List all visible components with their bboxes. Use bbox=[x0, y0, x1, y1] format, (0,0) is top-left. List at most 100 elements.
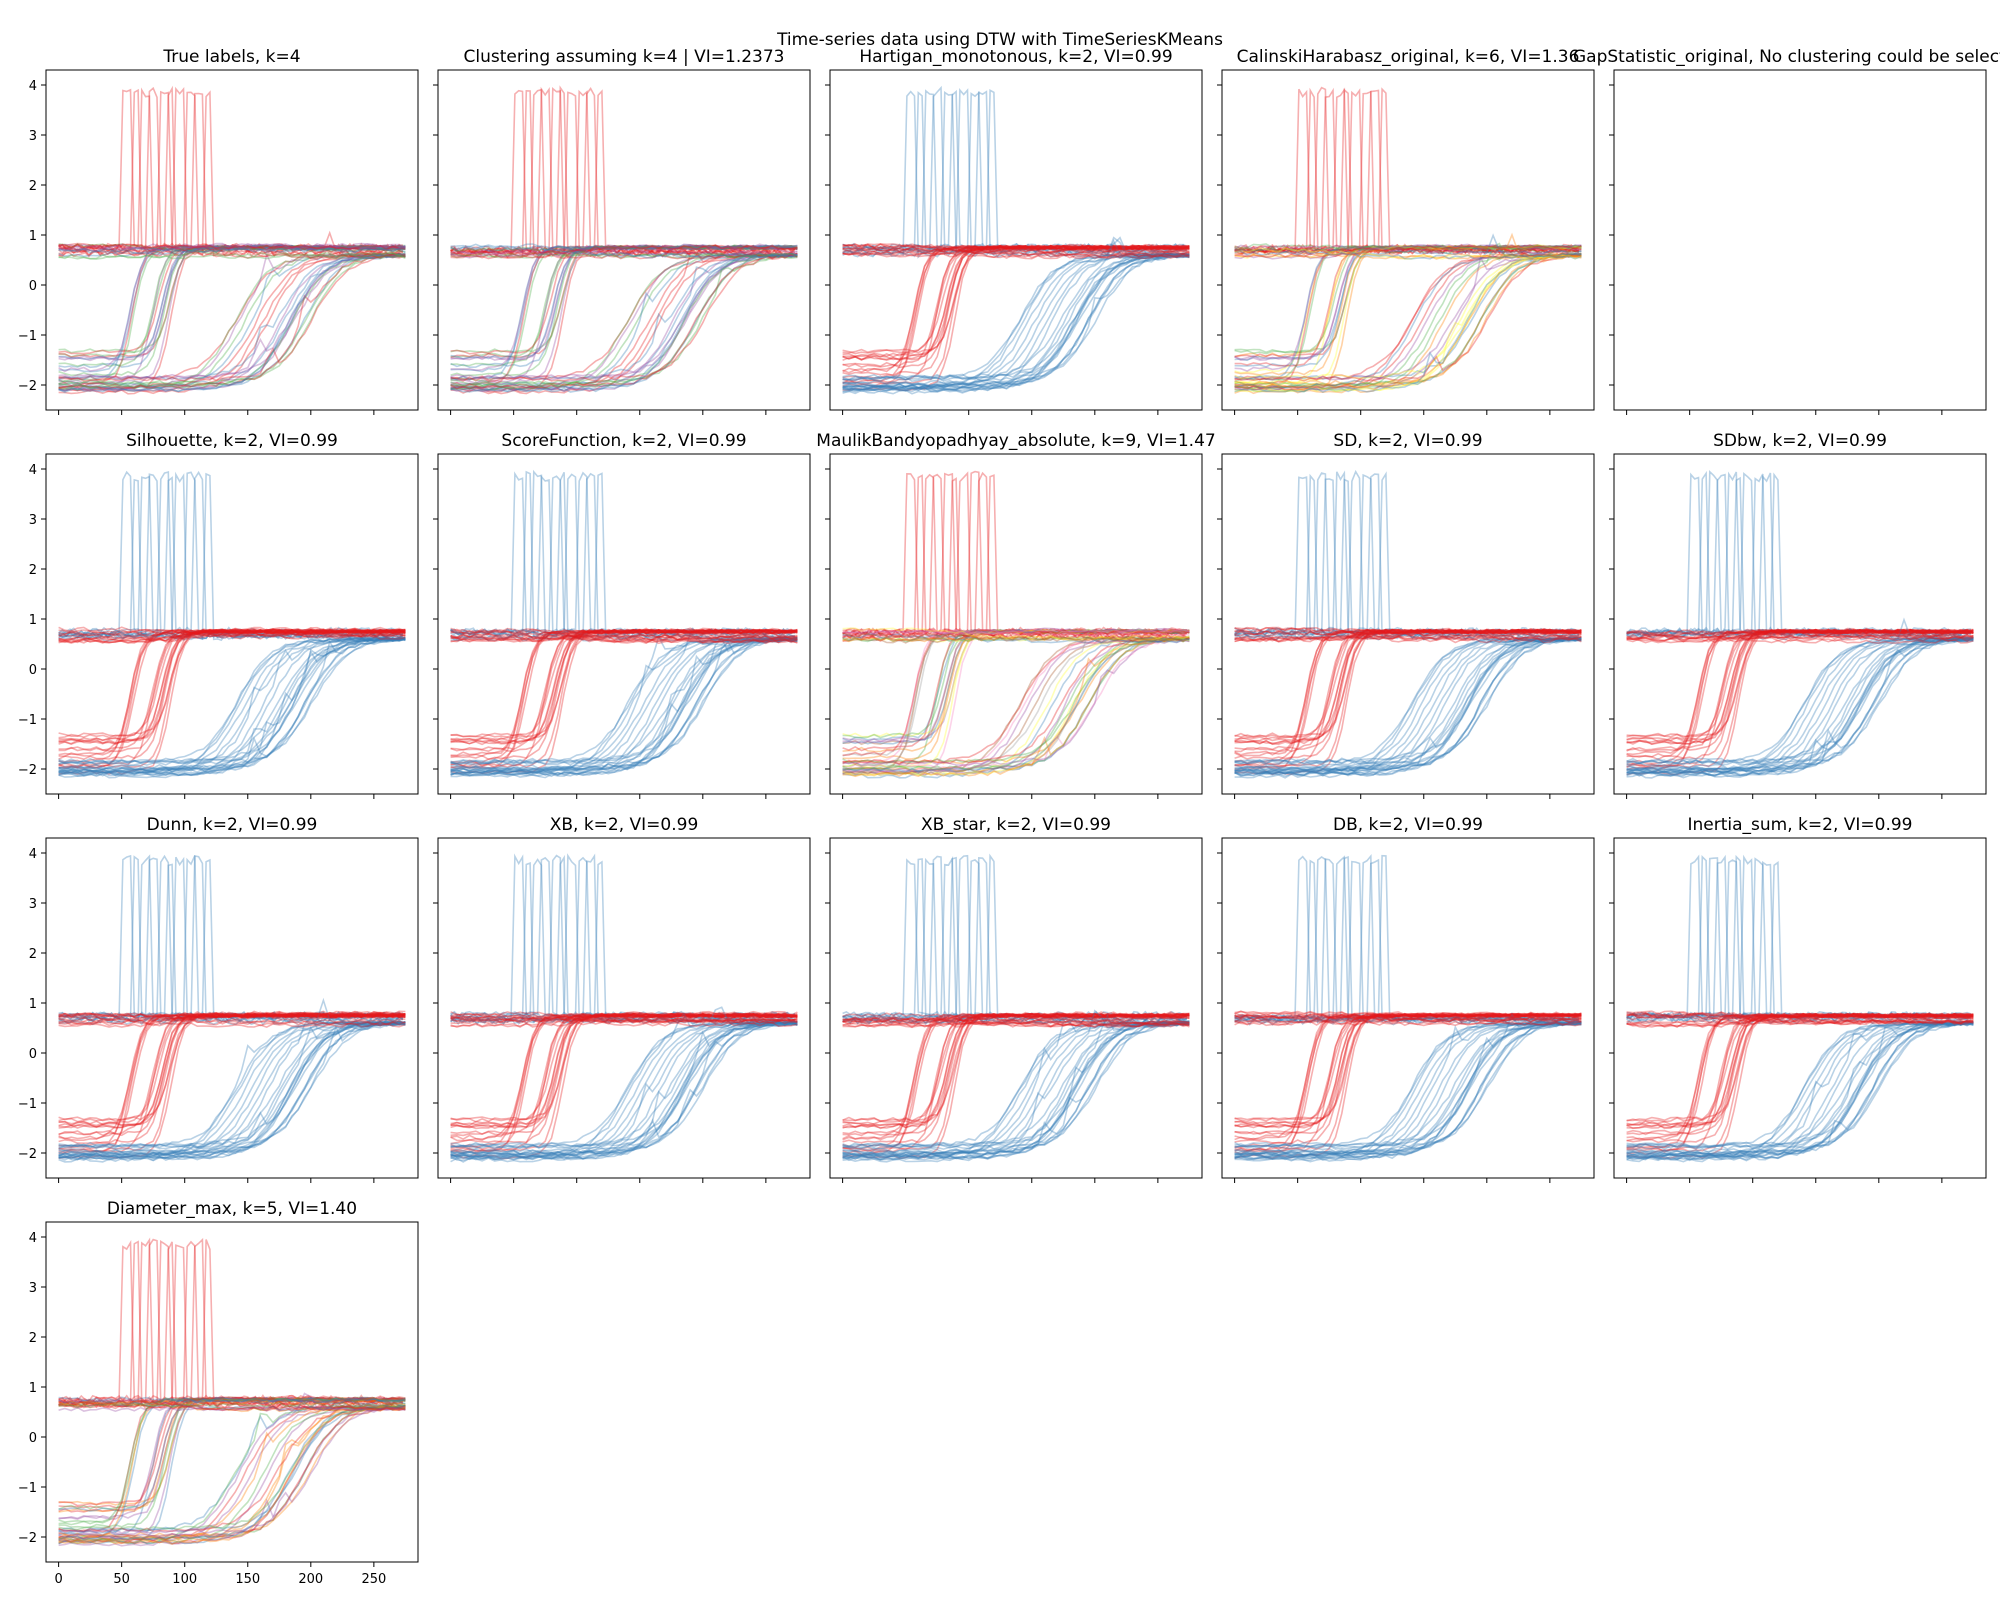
series-line bbox=[450, 86, 796, 257]
series-line bbox=[58, 242, 406, 260]
series-line bbox=[1234, 1017, 1582, 1024]
series-line bbox=[842, 473, 1188, 637]
series-line bbox=[450, 1014, 798, 1023]
series-line bbox=[1626, 1012, 1974, 1142]
series-line bbox=[842, 1020, 1190, 1159]
series-line bbox=[842, 247, 1190, 257]
series-line bbox=[450, 253, 798, 387]
series-line bbox=[1234, 252, 1582, 381]
subplot-title: True labels, k=4 bbox=[162, 47, 300, 67]
series-line bbox=[1234, 243, 1582, 260]
series-line bbox=[842, 1013, 1190, 1128]
series-line bbox=[1626, 1023, 1974, 1154]
series-line bbox=[450, 244, 798, 369]
series-group bbox=[842, 853, 1190, 1163]
series-line bbox=[58, 244, 406, 369]
series-line bbox=[450, 632, 798, 641]
series-line bbox=[57, 88, 404, 253]
series-line bbox=[58, 252, 406, 393]
series-line bbox=[450, 632, 798, 774]
series-line bbox=[1234, 244, 1582, 258]
series-line bbox=[450, 253, 798, 391]
series-line bbox=[842, 252, 1190, 392]
series-line bbox=[58, 88, 404, 252]
series-line bbox=[1626, 854, 1972, 1020]
series-line bbox=[450, 1016, 798, 1024]
series-line bbox=[1626, 636, 1974, 777]
series-line bbox=[58, 1405, 406, 1413]
series-line bbox=[842, 1016, 1190, 1026]
series-line bbox=[58, 252, 406, 391]
series-line bbox=[450, 91, 796, 256]
series-line bbox=[842, 85, 1187, 256]
series-line bbox=[1234, 247, 1582, 261]
y-tick-label: 2 bbox=[29, 563, 37, 578]
series-line bbox=[450, 254, 798, 386]
series-line bbox=[1626, 636, 1974, 765]
series-line bbox=[58, 1012, 406, 1123]
series-line bbox=[1626, 1012, 1974, 1136]
series-line bbox=[842, 628, 1190, 743]
series-line bbox=[1233, 471, 1579, 637]
series-line bbox=[842, 91, 1188, 256]
series-line bbox=[1234, 637, 1582, 773]
series-line bbox=[1234, 1012, 1582, 1141]
series-line bbox=[1234, 636, 1582, 779]
x-tick-label: 250 bbox=[361, 1572, 386, 1587]
series-line bbox=[842, 1012, 1190, 1153]
series-line bbox=[450, 628, 798, 757]
series-line bbox=[1234, 1022, 1582, 1150]
series-line bbox=[1626, 628, 1974, 758]
series-line bbox=[58, 1405, 406, 1541]
series-line bbox=[58, 1022, 406, 1150]
series-line bbox=[58, 1404, 406, 1547]
series-line bbox=[842, 636, 1190, 775]
series-line bbox=[1626, 629, 1974, 641]
series-line bbox=[450, 637, 798, 771]
series-line bbox=[450, 243, 798, 259]
series-line bbox=[1626, 1019, 1974, 1026]
series-line bbox=[1234, 1020, 1582, 1161]
series-line bbox=[1626, 1011, 1974, 1025]
series-line bbox=[450, 252, 798, 391]
series-line bbox=[842, 253, 1190, 383]
series-line bbox=[842, 88, 1188, 252]
series-line bbox=[1626, 637, 1974, 773]
series-line bbox=[1626, 472, 1972, 640]
series-line bbox=[842, 474, 1188, 640]
subplot-title: XB_star, k=2, VI=0.99 bbox=[921, 815, 1111, 835]
series-line bbox=[1234, 252, 1582, 381]
series-line bbox=[450, 628, 798, 753]
series-line bbox=[1234, 636, 1582, 773]
series-line bbox=[1234, 628, 1582, 765]
series-line bbox=[1626, 637, 1974, 771]
series-line bbox=[58, 244, 406, 361]
series-line bbox=[1234, 244, 1582, 362]
subplot-panel: SDbw, k=2, VI=0.99 bbox=[1609, 431, 1987, 799]
series-line bbox=[842, 1021, 1190, 1158]
series-line bbox=[58, 1396, 406, 1539]
series-line bbox=[842, 628, 1190, 746]
series-line bbox=[1234, 252, 1582, 391]
series-line bbox=[842, 244, 1190, 362]
series-line bbox=[1234, 1015, 1582, 1027]
series-line bbox=[58, 1400, 406, 1411]
series-line bbox=[58, 1022, 406, 1157]
series-line bbox=[450, 637, 798, 773]
series-line bbox=[1234, 1010, 1582, 1018]
y-tick-label: −1 bbox=[18, 1097, 37, 1112]
series-line bbox=[58, 1396, 406, 1405]
series-line bbox=[58, 85, 404, 253]
series-line bbox=[450, 853, 796, 1024]
series-line bbox=[842, 1022, 1190, 1150]
series-line bbox=[842, 627, 1190, 641]
y-tick-label: 2 bbox=[29, 947, 37, 962]
series-line bbox=[58, 1010, 406, 1018]
series-line bbox=[1626, 636, 1974, 643]
series-line bbox=[1626, 1021, 1974, 1157]
series-line bbox=[842, 636, 1190, 773]
series-line bbox=[450, 1021, 798, 1161]
series-line bbox=[1626, 637, 1974, 764]
series-line bbox=[58, 628, 406, 764]
series-line bbox=[1234, 1013, 1582, 1020]
